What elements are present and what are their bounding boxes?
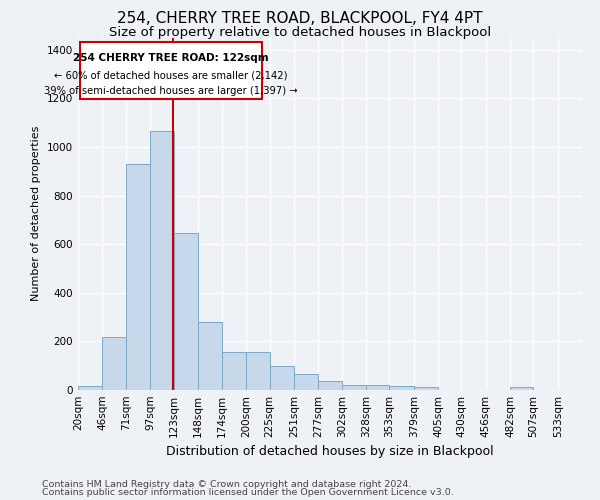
Text: Size of property relative to detached houses in Blackpool: Size of property relative to detached ho… (109, 26, 491, 39)
Text: Contains HM Land Registry data © Crown copyright and database right 2024.: Contains HM Land Registry data © Crown c… (42, 480, 412, 489)
Bar (247, 352, 269, 390)
Bar (341, 385, 366, 390)
Bar (269, 366, 294, 390)
Text: 39% of semi-detached houses are larger (1,397) →: 39% of semi-detached houses are larger (… (44, 86, 298, 97)
Bar (222, 352, 247, 390)
Text: 254 CHERRY TREE ROAD: 122sqm: 254 CHERRY TREE ROAD: 122sqm (73, 54, 269, 64)
Bar (197, 322, 222, 390)
Text: ← 60% of detached houses are smaller (2,142): ← 60% of detached houses are smaller (2,… (54, 70, 288, 81)
X-axis label: Distribution of detached houses by size in Blackpool: Distribution of detached houses by size … (166, 446, 494, 458)
Bar (150, 131, 175, 390)
FancyBboxPatch shape (80, 42, 262, 100)
Bar (413, 387, 438, 390)
Bar (175, 233, 197, 390)
Text: Contains public sector information licensed under the Open Government Licence v3: Contains public sector information licen… (42, 488, 454, 497)
Text: 254, CHERRY TREE ROAD, BLACKPOOL, FY4 4PT: 254, CHERRY TREE ROAD, BLACKPOOL, FY4 4P… (117, 11, 483, 26)
Bar (510, 387, 533, 390)
Y-axis label: Number of detached properties: Number of detached properties (31, 126, 41, 302)
Bar (366, 385, 389, 390)
Bar (78, 386, 103, 390)
Bar (319, 382, 341, 390)
Bar (125, 164, 150, 390)
Bar (294, 374, 319, 390)
Bar (103, 336, 125, 390)
Bar (389, 386, 413, 390)
